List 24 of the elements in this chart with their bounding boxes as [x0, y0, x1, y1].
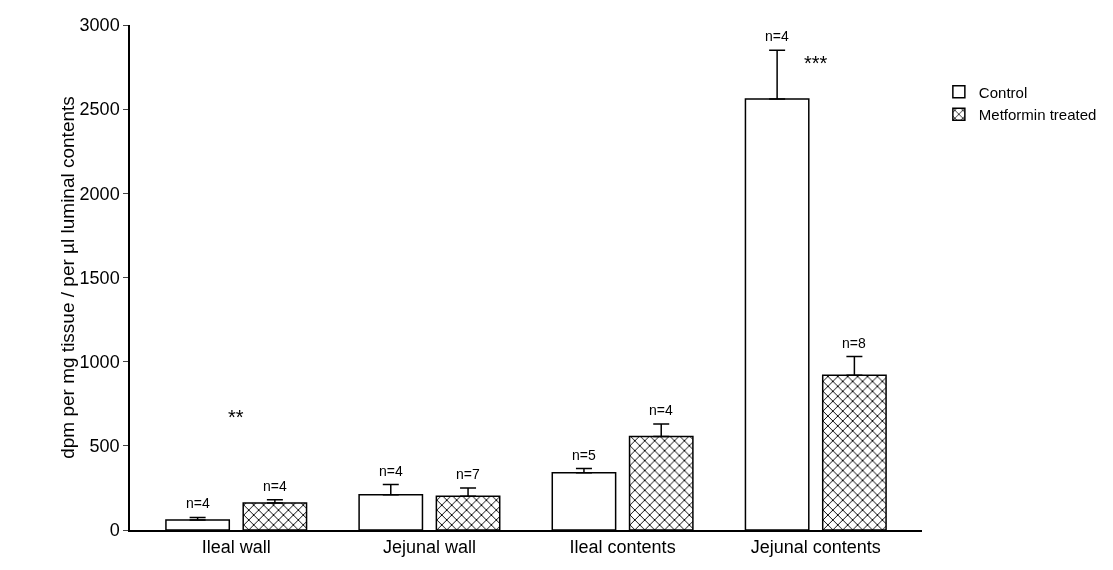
annotation: n=4: [649, 402, 673, 418]
legend-label: Control: [978, 83, 1028, 101]
annotation: n=4: [379, 463, 403, 479]
y-tick-label: 1500: [79, 267, 120, 288]
x-tick-label: Jejunal contents: [750, 537, 881, 558]
annotation: n=4: [765, 28, 789, 44]
y-tick-label: 2000: [79, 183, 120, 204]
text: Metformin treated: [978, 106, 1097, 124]
annotation: n=7: [456, 466, 480, 482]
x-tick-label: Jejunal wall: [382, 537, 476, 558]
y-tick-label: 2500: [79, 99, 120, 120]
annotation: ***: [804, 52, 828, 74]
y-axis-title: dpm per mg tissue / per µl luminal contents: [56, 96, 78, 459]
x-tick-label: Ileal contents: [569, 537, 676, 558]
annotation: n=4: [263, 478, 287, 494]
y-tick-label: 500: [89, 436, 120, 457]
y-tick-label: 1000: [79, 351, 120, 372]
annotation: n=5: [572, 447, 596, 463]
annotation: n=8: [842, 335, 866, 351]
y-tick-label: 3000: [79, 15, 120, 36]
x-tick-label: Ileal wall: [201, 537, 271, 558]
annotation: n=4: [186, 495, 210, 511]
annotation: **: [228, 406, 244, 428]
y-tick-label: 0: [109, 520, 120, 541]
